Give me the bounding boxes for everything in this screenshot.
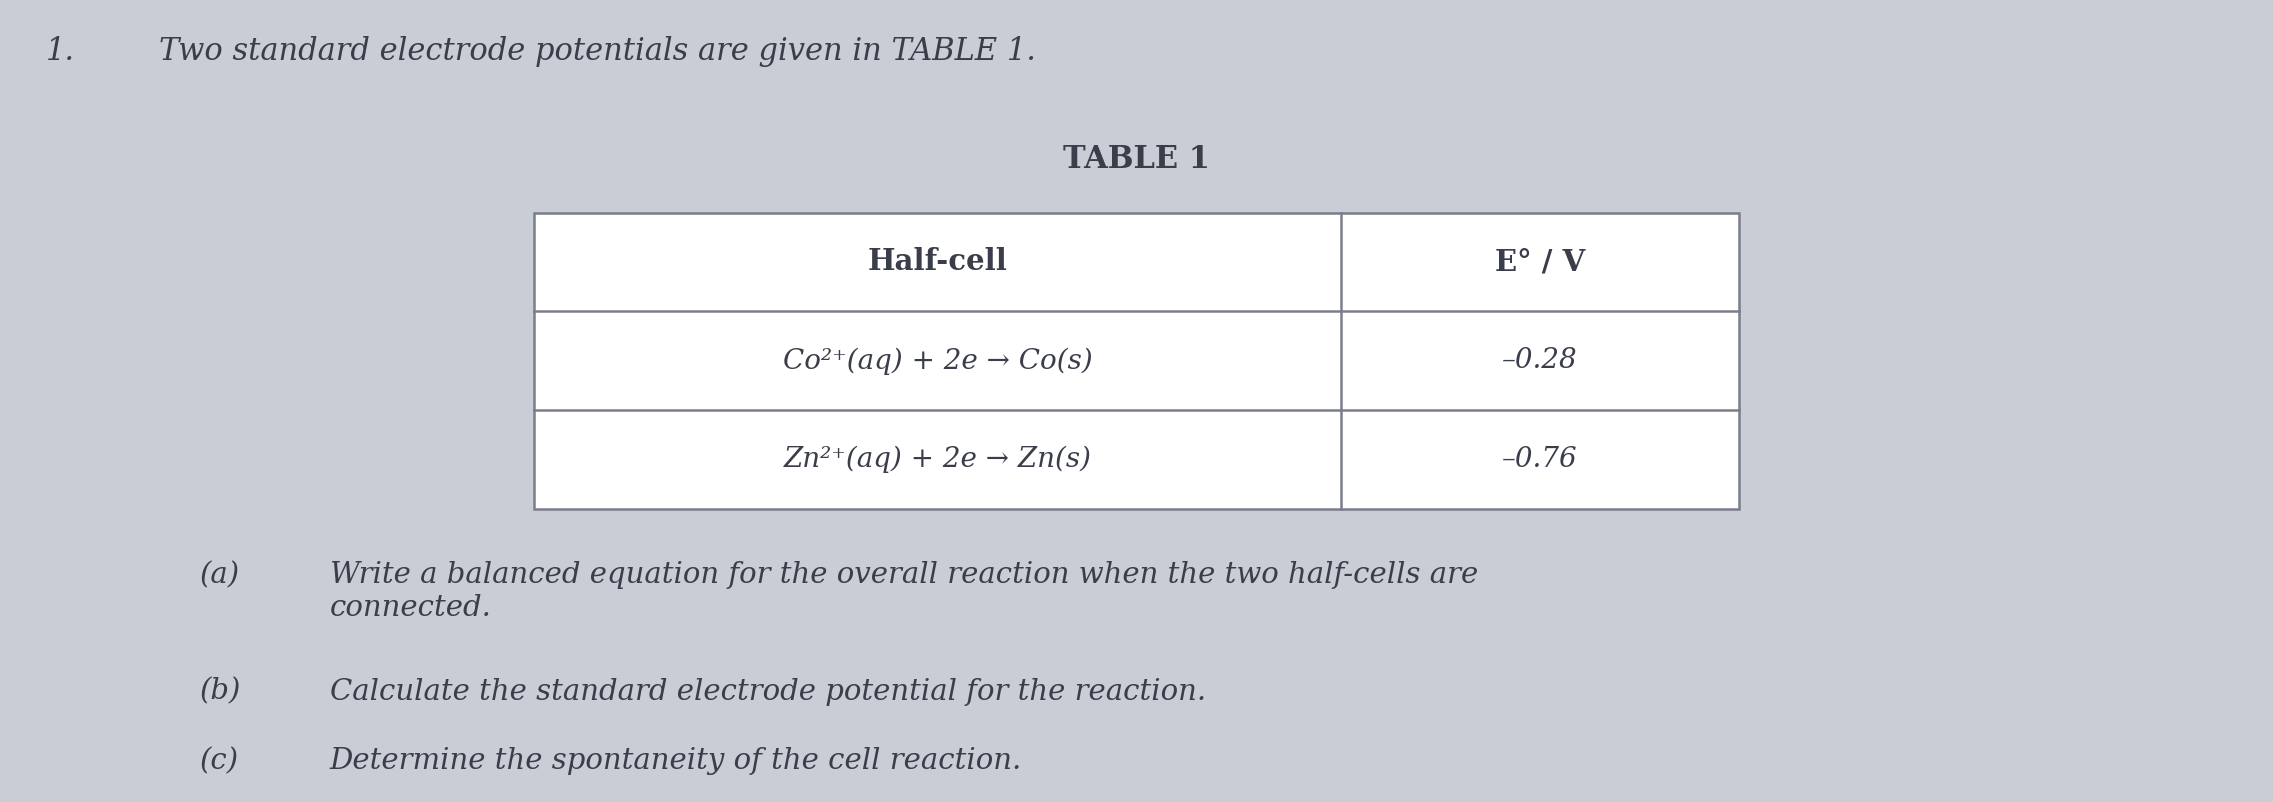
- Text: Calculate the standard electrode potential for the reaction.: Calculate the standard electrode potenti…: [330, 678, 1205, 706]
- Text: Zn²⁺(aq) + 2e → Zn(s): Zn²⁺(aq) + 2e → Zn(s): [784, 446, 1091, 473]
- Text: (b): (b): [200, 678, 241, 706]
- Text: –0.76: –0.76: [1502, 447, 1577, 473]
- Text: Write a balanced equation for the overall reaction when the two half-cells are
c: Write a balanced equation for the overal…: [330, 561, 1477, 622]
- Text: –0.28: –0.28: [1502, 347, 1577, 375]
- Text: TABLE 1: TABLE 1: [1064, 144, 1209, 176]
- Text: (a): (a): [200, 561, 241, 589]
- Text: Half-cell: Half-cell: [868, 248, 1007, 277]
- Text: 1.: 1.: [45, 36, 75, 67]
- Text: Determine the spontaneity of the cell reaction.: Determine the spontaneity of the cell re…: [330, 747, 1023, 776]
- Text: E° / V: E° / V: [1496, 248, 1584, 277]
- Text: (c): (c): [200, 747, 239, 776]
- Text: Two standard electrode potentials are given in TABLE 1.: Two standard electrode potentials are gi…: [159, 36, 1036, 67]
- Text: Co²⁺(aq) + 2e → Co(s): Co²⁺(aq) + 2e → Co(s): [782, 347, 1093, 375]
- FancyBboxPatch shape: [534, 213, 1739, 509]
